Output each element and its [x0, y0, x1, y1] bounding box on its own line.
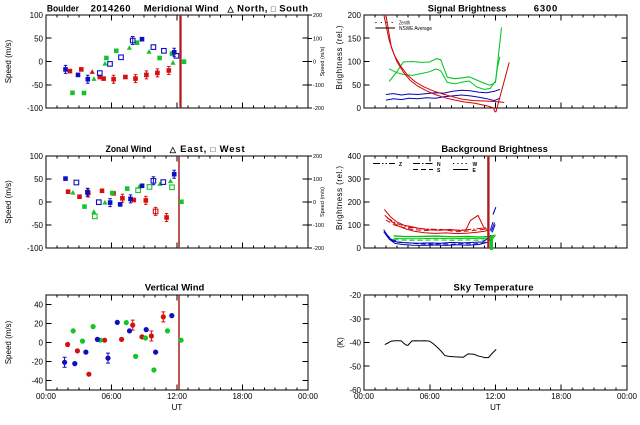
svg-text:2014260: 2014260 [91, 4, 131, 15]
svg-text:N: N [437, 162, 441, 168]
svg-text:Speed (m/s): Speed (m/s) [320, 46, 326, 76]
svg-text:Signal Brightness: Signal Brightness [428, 4, 507, 15]
svg-text:-20: -20 [349, 291, 361, 300]
svg-text:-50: -50 [31, 221, 43, 230]
svg-text:300: 300 [348, 175, 362, 184]
svg-text:200: 200 [313, 13, 322, 19]
svg-text:E: E [473, 168, 477, 174]
svg-text:Meridional Wind: Meridional Wind [144, 4, 219, 15]
svg-text:100: 100 [313, 177, 322, 183]
svg-text:50: 50 [34, 175, 43, 184]
svg-text:6300: 6300 [534, 4, 558, 15]
svg-text:-50: -50 [31, 81, 43, 90]
svg-text:100: 100 [30, 11, 44, 20]
svg-text:200: 200 [348, 11, 362, 20]
svg-text:Zenith: Zenith [399, 21, 410, 27]
svg-text:Brightness (rel.): Brightness (rel.) [335, 166, 344, 230]
svg-text:W: W [473, 162, 478, 168]
svg-text:0: 0 [39, 198, 44, 207]
svg-text:20: 20 [34, 320, 43, 329]
svg-text:Z: Z [399, 162, 402, 168]
svg-text:-100: -100 [313, 83, 324, 89]
svg-text:NSWE Average: NSWE Average [399, 26, 432, 32]
svg-text:0: 0 [357, 244, 362, 253]
svg-text:400: 400 [348, 152, 362, 161]
svg-text:△ East, □ West: △ East, □ West [169, 144, 246, 155]
svg-text:12:00: 12:00 [167, 392, 188, 401]
svg-text:Brightness (rel.): Brightness (rel.) [335, 25, 344, 89]
svg-text:△ North, □ South: △ North, □ South [227, 4, 309, 15]
svg-text:-30: -30 [349, 315, 361, 324]
svg-text:18:00: 18:00 [232, 392, 253, 401]
svg-text:Sky Temperature: Sky Temperature [454, 283, 534, 294]
svg-text:0: 0 [313, 60, 316, 66]
svg-text:0: 0 [357, 104, 362, 113]
svg-text:S: S [437, 168, 441, 174]
svg-text:100: 100 [348, 221, 362, 230]
svg-text:UT: UT [172, 403, 183, 412]
svg-text:100: 100 [313, 36, 322, 42]
svg-text:Vertical Wind: Vertical Wind [145, 283, 205, 294]
svg-text:Boulder: Boulder [47, 4, 79, 15]
svg-text:Background Brightness: Background Brightness [441, 144, 548, 155]
svg-text:-100: -100 [27, 104, 44, 113]
svg-text:50: 50 [34, 34, 43, 43]
svg-text:00:00: 00:00 [298, 392, 319, 401]
svg-text:100: 100 [348, 58, 362, 67]
svg-text:-40: -40 [31, 377, 43, 386]
svg-text:Speed (m/s): Speed (m/s) [4, 180, 13, 224]
svg-text:200: 200 [348, 198, 362, 207]
svg-text:0: 0 [313, 200, 316, 206]
svg-text:00:00: 00:00 [36, 392, 57, 401]
svg-text:100: 100 [30, 152, 44, 161]
svg-text:-40: -40 [349, 339, 361, 348]
svg-text:50: 50 [352, 81, 361, 90]
svg-text:UT: UT [490, 403, 501, 412]
svg-text:-100: -100 [27, 244, 44, 253]
svg-text:-200: -200 [313, 106, 324, 112]
svg-text:00:00: 00:00 [354, 392, 375, 401]
svg-text:Speed (m/s): Speed (m/s) [320, 187, 326, 217]
svg-text:150: 150 [348, 34, 362, 43]
svg-text:40: 40 [34, 301, 43, 310]
svg-text:0: 0 [39, 339, 44, 348]
svg-text:00:00: 00:00 [617, 392, 638, 401]
svg-text:(K): (K) [336, 337, 345, 348]
svg-text:-60: -60 [349, 386, 361, 395]
svg-text:-20: -20 [31, 358, 43, 367]
svg-text:12:00: 12:00 [485, 392, 506, 401]
svg-text:200: 200 [313, 154, 322, 160]
svg-text:06:00: 06:00 [420, 392, 441, 401]
svg-text:06:00: 06:00 [101, 392, 122, 401]
svg-text:-100: -100 [313, 223, 324, 229]
svg-text:0: 0 [39, 58, 44, 67]
svg-text:-50: -50 [349, 362, 361, 371]
svg-text:18:00: 18:00 [551, 392, 572, 401]
svg-text:-200: -200 [313, 246, 324, 252]
svg-text:Speed (m/s): Speed (m/s) [4, 39, 13, 83]
svg-text:Speed (m/s): Speed (m/s) [4, 320, 13, 364]
svg-text:Zonal Wind: Zonal Wind [106, 144, 152, 155]
